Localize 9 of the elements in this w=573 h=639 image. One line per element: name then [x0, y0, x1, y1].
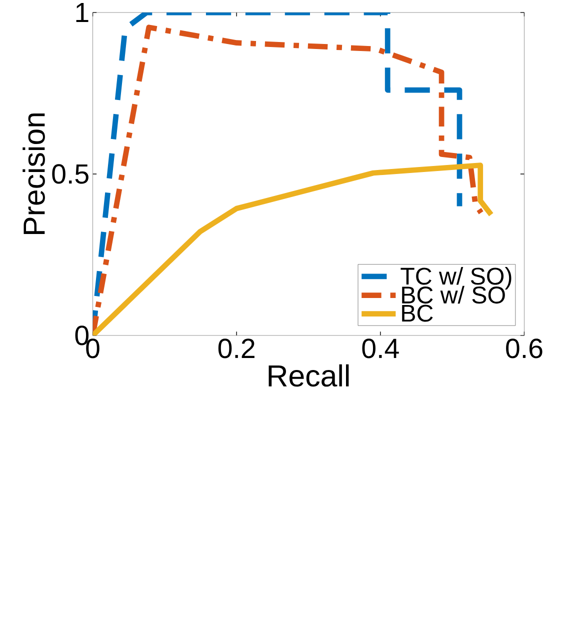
y-tick-label: 0.5 — [52, 164, 88, 184]
x-axis-title: Recall — [268, 364, 349, 387]
x-tick-label: 0.6 — [506, 338, 542, 358]
x-tick-label: 0.4 — [362, 338, 399, 358]
x-tick-label: 0.2 — [218, 338, 254, 358]
y-axis-title: Precision — [22, 113, 45, 234]
legend-label: BC — [402, 304, 433, 322]
y-tick-label: 0 — [75, 326, 88, 346]
y-tick-label: 1 — [76, 2, 88, 22]
